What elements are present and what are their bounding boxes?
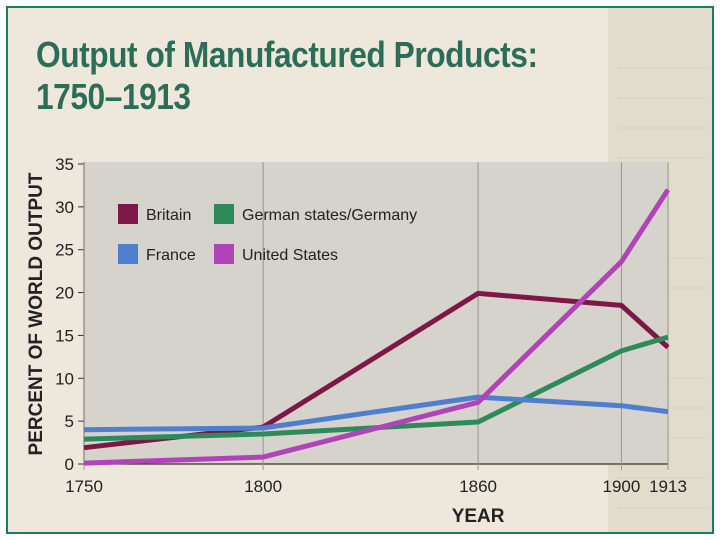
x-tick-label: 1913 bbox=[649, 477, 687, 496]
legend-label: France bbox=[146, 247, 196, 264]
line-chart: 0 5 10 15 20 25 30 35 1750 1800 1860 1900 1913 Brit… bbox=[26, 155, 687, 527]
x-axis: 1750 1800 1860 1900 1913 bbox=[65, 162, 687, 496]
legend-label: German states/Germany bbox=[242, 207, 417, 224]
chart-title: Output of Manufactured Products: 1750–19… bbox=[36, 34, 538, 118]
chart-title-line-2: 1750–1913 bbox=[36, 76, 191, 117]
x-axis-title: YEAR bbox=[452, 506, 505, 527]
legend-swatch bbox=[118, 204, 138, 224]
series-layer bbox=[83, 188, 671, 466]
y-tick-label: 35 bbox=[55, 155, 74, 174]
series-line-france bbox=[83, 394, 669, 433]
x-tick-label: 1800 bbox=[244, 477, 282, 496]
x-tick-label: 1900 bbox=[603, 477, 641, 496]
legend-swatch bbox=[118, 244, 138, 264]
y-tick-label: 5 bbox=[65, 412, 74, 431]
series-line-united-states bbox=[83, 188, 671, 466]
y-tick-label: 10 bbox=[55, 369, 74, 388]
x-tick-label: 1750 bbox=[65, 477, 103, 496]
y-tick-label: 30 bbox=[55, 198, 74, 217]
chart-title-line-1: Output of Manufactured Products: bbox=[36, 34, 538, 75]
y-tick-label: 25 bbox=[55, 241, 74, 260]
y-tick-label: 15 bbox=[55, 326, 74, 345]
y-axis: 0 5 10 15 20 25 30 35 bbox=[55, 155, 85, 474]
slide-frame: Output of Manufactured Products: 1750–19… bbox=[6, 6, 714, 534]
y-tick-label: 0 bbox=[65, 455, 74, 474]
legend-swatch bbox=[214, 244, 234, 264]
x-tick-label: 1860 bbox=[459, 477, 497, 496]
legend-label: Britain bbox=[146, 207, 191, 224]
series-line-german-states-germany bbox=[83, 334, 669, 442]
legend-label: United States bbox=[242, 247, 338, 264]
legend: Britain German states/Germany France United… bbox=[118, 204, 417, 264]
legend-swatch bbox=[214, 204, 234, 224]
y-axis-title: PERCENT OF WORLD OUTPUT bbox=[26, 172, 47, 455]
y-tick-label: 20 bbox=[55, 284, 74, 303]
